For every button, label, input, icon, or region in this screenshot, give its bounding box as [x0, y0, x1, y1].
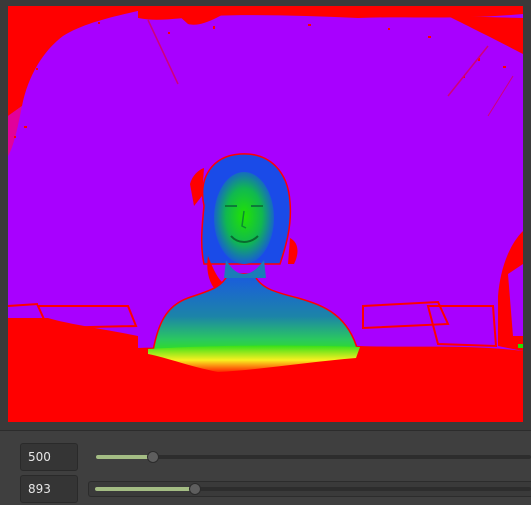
max-depth-slider-fill: [95, 487, 196, 491]
person-face: [214, 172, 274, 264]
depth-map-image: [8, 6, 523, 422]
near-left-band: [8, 318, 138, 351]
min-depth-slider-handle[interactable]: [146, 451, 159, 463]
view-frame: [8, 6, 523, 422]
depth-range-controls: 500 893: [0, 431, 531, 505]
min-depth-slider-fill: [96, 455, 153, 459]
min-depth-slider-track: [96, 455, 531, 459]
near-foreground: [8, 345, 523, 422]
max-depth-slider-handle[interactable]: [189, 483, 202, 495]
near-strip-top: [138, 6, 523, 20]
depth-map-view: [8, 6, 523, 422]
min-depth-value-input[interactable]: 500: [20, 443, 78, 471]
noise-speckle: [14, 22, 506, 138]
near-corner-top-left: [8, 6, 158, 116]
max-depth-slider-track: [95, 487, 531, 491]
near-ridge: [148, 345, 360, 372]
panel-separator: [0, 430, 531, 431]
max-depth-slider[interactable]: [88, 481, 531, 497]
max-depth-value-input[interactable]: 893: [20, 475, 78, 503]
min-depth-slider[interactable]: [96, 449, 531, 465]
max-depth-row: 893: [0, 475, 531, 503]
min-depth-row: 500: [0, 443, 531, 471]
